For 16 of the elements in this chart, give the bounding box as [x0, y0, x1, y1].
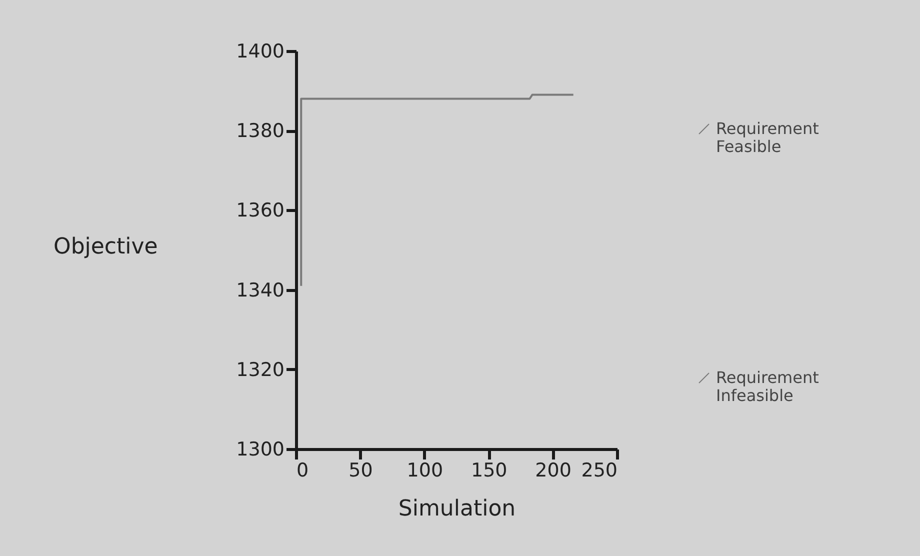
x-tick-label: 0	[296, 460, 309, 482]
legend-label: Requirement Infeasible	[716, 368, 819, 405]
legend-label: Requirement Feasible	[716, 119, 819, 156]
x-tick-label: 50	[348, 460, 373, 482]
y-axis-title: Objective	[54, 234, 158, 260]
y-tick-label: 1300	[236, 438, 284, 460]
y-tick-label: 1340	[236, 279, 284, 302]
x-axis-title: Simulation	[398, 496, 516, 522]
x-tick-label: 200	[535, 460, 572, 482]
y-tick-label: 1360	[236, 200, 284, 222]
y-tick-label: 1400	[236, 40, 284, 62]
x-tick-label: 150	[470, 460, 508, 482]
x-tick-label: 250	[581, 460, 618, 482]
y-tick-label: 1380	[236, 120, 284, 142]
y-tick-label: 1320	[236, 358, 284, 381]
x-tick-label: 100	[406, 460, 444, 482]
